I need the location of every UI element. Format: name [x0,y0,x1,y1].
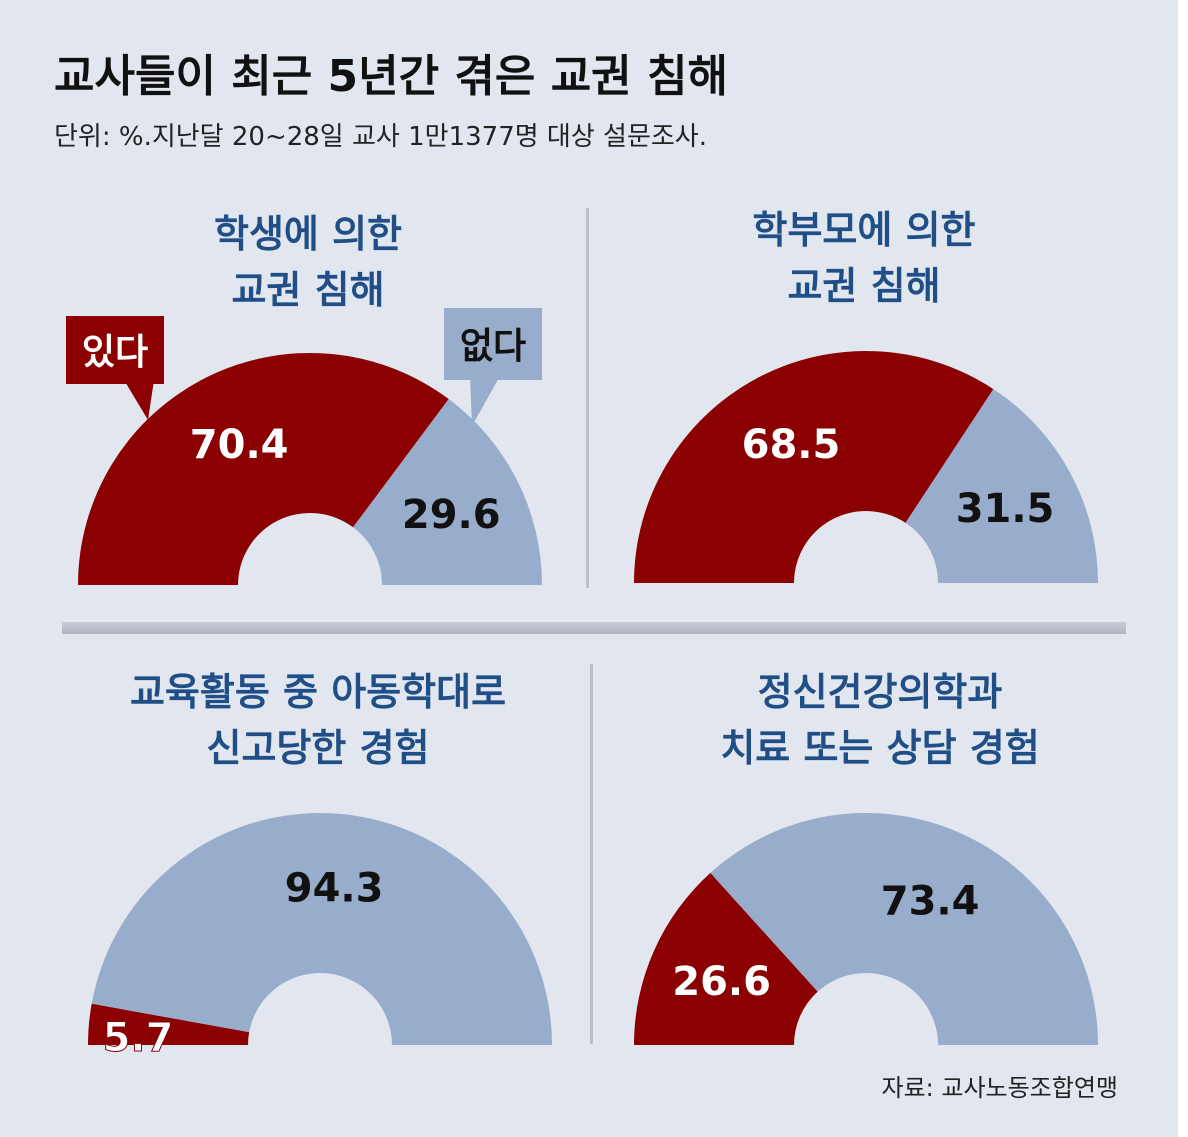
donut-segment-no [91,813,553,1045]
panel-title-line: 교권 침해 [231,268,385,312]
panel-title-line: 교권 침해 [787,264,941,308]
legend-callout-no: 없다 [444,308,542,426]
horizontal-divider [62,622,1126,634]
donut-segment-yes [634,350,994,583]
panel-title-parents: 학부모에 의한 교권 침해 [604,202,1124,314]
donut-segment-yes [634,872,818,1045]
page-subtitle: 단위: %.지난달 20~28일 교사 1만1377명 대상 설문조사. [54,122,707,152]
vertical-divider-bottom [590,664,593,1044]
donut-segment-yes [88,1003,250,1045]
legend-callout-yes: 있다 [66,316,164,420]
data-label-no: 31.5 [956,486,1055,532]
panel-title-child-abuse-report: 교육활동 중 아동학대로 신고당한 경험 [58,664,578,776]
donut-segment-no [710,813,1098,1045]
legend-callout-yes-box [66,316,164,384]
donut-segment-yes [78,353,449,585]
legend-callout-no-label: 없다 [460,326,526,367]
panel-title-line: 학부모에 의한 [752,208,976,252]
data-label-no: 94.3 [285,866,384,912]
page-title: 교사들이 최근 5년간 겪은 교권 침해 [54,51,728,102]
donut-segment-no [353,399,542,585]
vertical-divider-top [586,208,589,588]
legend-callout-no-pointer [470,376,500,426]
panel-title-mental-health: 정신건강의학과 치료 또는 상담 경험 [620,664,1140,776]
panel-title-students: 학생에 의한 교권 침해 [48,206,568,318]
donut-segment-no [905,389,1098,583]
panel-title-line: 교육활동 중 아동학대로 [129,670,507,714]
source-note: 자료: 교사노동조합연맹 [881,1074,1118,1102]
data-label-no: 29.6 [402,492,501,538]
legend-callout-yes-pointer [124,380,154,420]
panel-title-line: 학생에 의한 [213,212,403,256]
legend-callout-yes-label: 있다 [82,332,148,373]
data-label-yes: 68.5 [742,422,841,468]
panel-title-line: 정신건강의학과 [757,670,1003,714]
data-label-yes: 26.6 [672,959,771,1005]
data-label-no: 73.4 [881,879,980,925]
legend-callout-no-box [444,308,542,380]
panel-title-line: 신고당한 경험 [206,726,430,770]
data-label-yes: 70.4 [190,422,289,468]
panel-title-line: 치료 또는 상담 경험 [720,726,1040,770]
data-label-yes: 5.7 [103,1015,174,1061]
